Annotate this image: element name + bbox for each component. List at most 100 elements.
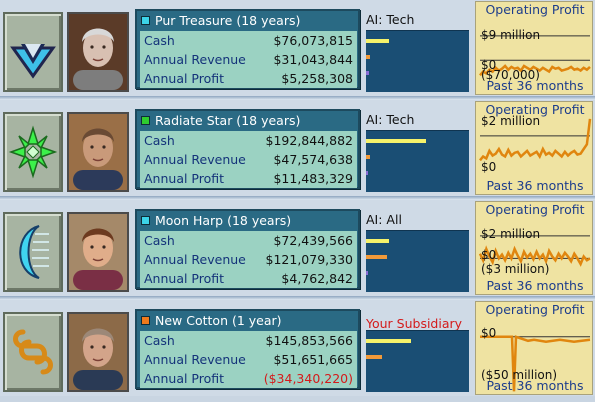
chart-title: Operating Profit [485, 2, 585, 17]
company-row: Radiate Star (18 years) Cash $192,844,882 A… [0, 100, 595, 196]
operating-profit-chart[interactable]: Operating Profit Past 36 months $0 ($50 mil… [475, 301, 593, 395]
finance-bars [366, 30, 469, 92]
chart-zero-label: $0 [481, 58, 497, 72]
chart-zero-label: $0 [481, 248, 497, 262]
logo-harp-icon [5, 214, 61, 294]
stat-cash-label: Cash [144, 333, 175, 348]
stat-cash-label: Cash [144, 33, 175, 48]
stat-revenue-value: $121,079,330 [265, 252, 353, 267]
chart-footer: Past 36 months [486, 78, 584, 93]
bar-cash [366, 39, 389, 43]
company-color-swatch [141, 216, 150, 225]
company-name: Radiate Star (18 years) [155, 113, 301, 128]
stat-cash-value: $192,844,882 [265, 133, 353, 148]
stat-revenue-value: $47,574,638 [273, 152, 353, 167]
profit-sparkline [479, 35, 591, 77]
stat-revenue: Annual Revenue $121,079,330 [140, 250, 357, 269]
row-divider [0, 196, 595, 200]
stat-profit: Annual Profit ($34,340,220) [140, 369, 357, 388]
stat-cash-value: $145,853,566 [265, 333, 353, 348]
profit-sparkline [480, 335, 591, 392]
chart-title: Operating Profit [485, 102, 585, 117]
chart-zero-label: $0 [481, 160, 497, 174]
logo-star-icon [5, 114, 61, 194]
stat-cash-label: Cash [144, 133, 175, 148]
ceo-portrait[interactable] [67, 212, 129, 292]
ceo-portrait[interactable] [67, 312, 129, 392]
bar-cash [366, 339, 412, 343]
ceo-portrait[interactable] [67, 112, 129, 192]
company-name: Moon Harp (18 years) [155, 213, 292, 228]
company-info-panel[interactable]: New Cotton (1 year) Cash $145,853,566 Annua… [135, 309, 360, 389]
chart-max-label: $9 million [481, 28, 541, 42]
stat-profit-label: Annual Profit [144, 171, 225, 186]
ceo-face-icon [69, 14, 127, 90]
company-title[interactable]: Radiate Star (18 years) [137, 111, 358, 130]
company-info-panel[interactable]: Radiate Star (18 years) Cash $192,844,882 A… [135, 109, 360, 189]
stat-profit-label: Annual Profit [144, 71, 225, 86]
chart-title: Operating Profit [485, 202, 585, 217]
ceo-portrait[interactable] [67, 12, 129, 92]
company-title[interactable]: New Cotton (1 year) [137, 311, 358, 330]
company-info-panel[interactable]: Moon Harp (18 years) Cash $72,439,566 Annua… [135, 209, 360, 289]
finance-bars [366, 230, 469, 292]
ai-status: AI: Tech [366, 112, 415, 127]
ceo-face-icon [69, 314, 127, 390]
company-info-panel[interactable]: Pur Treasure (18 years) Cash $76,073,815 An… [135, 9, 360, 89]
stat-cash: Cash $145,853,566 [140, 331, 357, 350]
stat-profit-value: $11,483,329 [273, 171, 353, 186]
company-logo[interactable] [3, 112, 63, 192]
operating-profit-chart[interactable]: Operating Profit Past 36 months $9 million… [475, 1, 593, 95]
chart-min-label: ($50 million) [481, 368, 558, 382]
chart-footer: Past 36 months [486, 178, 584, 193]
chart-zero-label: $0 [481, 326, 497, 340]
company-title[interactable]: Pur Treasure (18 years) [137, 11, 358, 30]
bar-profit [366, 171, 369, 175]
stat-revenue: Annual Revenue $47,574,638 [140, 150, 357, 169]
stat-cash-value: $72,439,566 [273, 233, 353, 248]
stat-revenue-value: $51,651,665 [273, 352, 353, 367]
stat-revenue-label: Annual Revenue [144, 252, 246, 267]
company-logo[interactable] [3, 212, 63, 292]
stat-cash-label: Cash [144, 233, 175, 248]
company-logo[interactable] [3, 12, 63, 92]
finance-bars [366, 330, 469, 392]
company-name: New Cotton (1 year) [155, 313, 282, 328]
operating-profit-chart[interactable]: Operating Profit Past 36 months $2 million… [475, 101, 593, 195]
stat-profit-value: $5,258,308 [281, 71, 353, 86]
chart-min-label: ($3 million) [481, 262, 550, 276]
chart-footer: Past 36 months [486, 378, 584, 393]
ai-status: AI: Tech [366, 12, 415, 27]
bar-revenue [366, 55, 371, 59]
company-row: Pur Treasure (18 years) Cash $76,073,815 An… [0, 0, 595, 96]
stat-revenue-label: Annual Revenue [144, 152, 246, 167]
stat-cash: Cash $192,844,882 [140, 131, 357, 150]
operating-profit-chart[interactable]: Operating Profit Past 36 months $2 million… [475, 201, 593, 295]
stat-revenue-label: Annual Revenue [144, 352, 246, 367]
stat-revenue: Annual Revenue $31,043,844 [140, 50, 357, 69]
chart-min-label: ($70,000) [481, 68, 540, 82]
stat-profit-label: Annual Profit [144, 271, 225, 286]
stat-cash: Cash $72,439,566 [140, 231, 357, 250]
stat-profit: Annual Profit $11,483,329 [140, 169, 357, 188]
company-title[interactable]: Moon Harp (18 years) [137, 211, 358, 230]
stat-revenue-label: Annual Revenue [144, 52, 246, 67]
bar-profit [366, 71, 370, 75]
bar-cash [366, 139, 426, 143]
ceo-face-icon [69, 114, 127, 190]
stat-profit-label: Annual Profit [144, 371, 225, 386]
row-divider [0, 96, 595, 100]
profit-sparkline [478, 235, 591, 267]
stat-cash: Cash $76,073,815 [140, 31, 357, 50]
bar-revenue [366, 255, 387, 259]
company-color-swatch [141, 16, 150, 25]
company-row: New Cotton (1 year) Cash $145,853,566 Annua… [0, 300, 595, 396]
company-row: Moon Harp (18 years) Cash $72,439,566 Annua… [0, 200, 595, 296]
ai-status: AI: All [366, 212, 402, 227]
company-color-swatch [141, 116, 150, 125]
stat-profit: Annual Profit $5,258,308 [140, 69, 357, 88]
stat-revenue: Annual Revenue $51,651,665 [140, 350, 357, 369]
bar-revenue [366, 355, 383, 359]
company-logo[interactable] [3, 312, 63, 392]
